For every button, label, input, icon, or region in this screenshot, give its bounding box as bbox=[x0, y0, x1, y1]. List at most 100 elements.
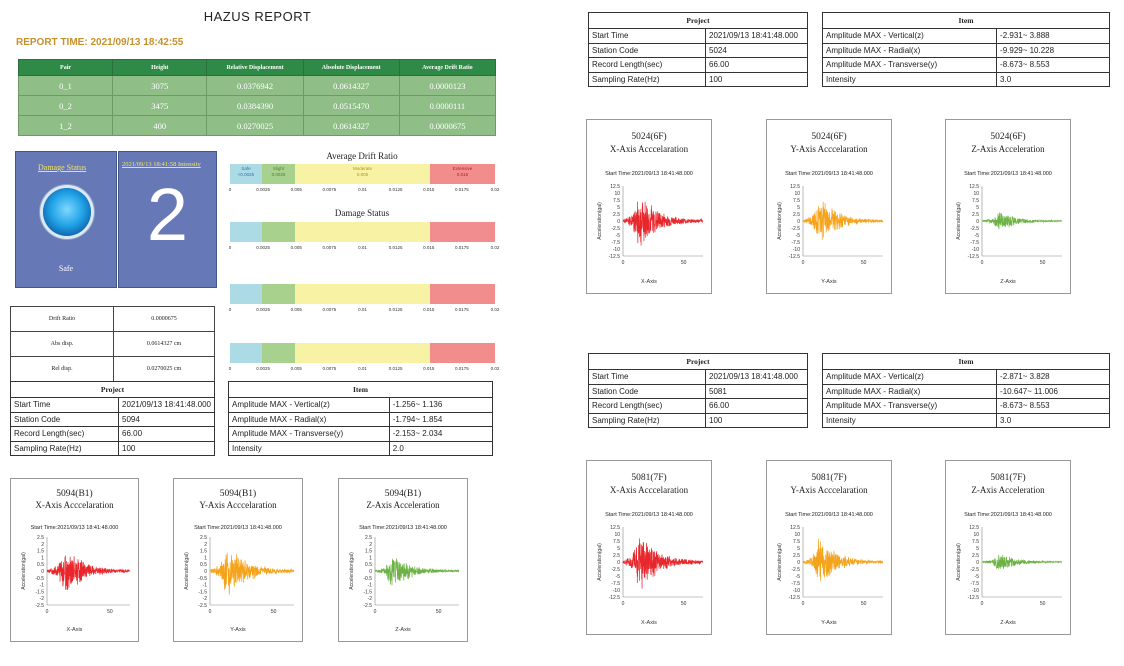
waveform-series bbox=[802, 201, 884, 240]
y-tick-label: -10 bbox=[793, 247, 800, 253]
drift-segment-extensive bbox=[430, 343, 495, 363]
project-field: Start Time bbox=[588, 369, 706, 385]
y-tick-label: 10 bbox=[973, 191, 979, 197]
item-field: Amplitude MAX - Transverse(y) bbox=[821, 398, 998, 414]
y-tick-label: 12.5 bbox=[969, 184, 979, 190]
project-field: Record Length(sec) bbox=[588, 57, 706, 73]
x-tick-label: 50 bbox=[436, 609, 442, 615]
intensity-panel: 2021/09/13 18:41:58 Intensity 2 bbox=[118, 151, 217, 288]
item-value: -1.794~ 1.854 bbox=[388, 411, 494, 427]
table-row: Start Time 2021/09/13 18:41:48.000 bbox=[9, 397, 215, 413]
chart-subtitle: Z-Axis Acceleration bbox=[366, 500, 440, 510]
drift-bar bbox=[230, 222, 495, 242]
drift-tick-label: 0.01 bbox=[358, 245, 367, 250]
chart-title: 5024(6F) bbox=[990, 131, 1025, 142]
project-field: Record Length(sec) bbox=[9, 426, 120, 442]
item-value: -1.256~ 1.136 bbox=[388, 397, 494, 413]
item-value: 3.0 bbox=[996, 412, 1110, 428]
item-value: 3.0 bbox=[996, 71, 1110, 87]
item-field: Amplitude MAX - Radial(x) bbox=[228, 411, 390, 427]
table-row: Start Time 2021/09/13 18:41:48.000 bbox=[588, 369, 808, 385]
y-tick-label: -1 bbox=[368, 583, 373, 589]
cell: 0_1 bbox=[17, 75, 114, 96]
drift-segment-safe: Safe <0.0025 bbox=[230, 164, 262, 184]
y-tick-label: 1 bbox=[41, 555, 44, 561]
y-tick-label: 10 bbox=[794, 532, 800, 538]
drift-segment-moderate bbox=[295, 222, 430, 242]
y-tick-label: 2 bbox=[204, 542, 207, 548]
y-tick-label: -1.5 bbox=[198, 589, 207, 595]
y-tick-label: -2 bbox=[368, 596, 373, 602]
x-tick-label: 50 bbox=[681, 601, 687, 607]
table-row: Amplitude MAX - Radial(x) -1.794~ 1.854 bbox=[228, 411, 494, 427]
drift-tick-label: 0.0075 bbox=[322, 307, 337, 312]
item-header: Item bbox=[822, 12, 1110, 29]
project-value: 66.00 bbox=[118, 426, 215, 442]
table-row: Record Length(sec) 66.00 bbox=[9, 426, 215, 442]
y-tick-label: 0 bbox=[369, 569, 372, 575]
item-value: 2.0 bbox=[388, 440, 494, 456]
chart-title: 5024(6F) bbox=[811, 131, 846, 142]
drift-segment-moderate bbox=[295, 343, 430, 363]
item-value: -2.871~ 3.828 bbox=[996, 369, 1110, 385]
item-field: Amplitude MAX - Vertical(z) bbox=[821, 369, 998, 385]
y-tick-label: -7.5 bbox=[611, 240, 620, 246]
drift-tick-label: 0 bbox=[228, 187, 232, 192]
chart-subtitle: Y-Axis Acccelaration bbox=[790, 144, 868, 154]
y-axis-label: Acceleration(gal) bbox=[777, 543, 783, 581]
y-tick-label: -1 bbox=[40, 583, 45, 589]
chart-subtitle: Z-Axis Acceleration bbox=[971, 144, 1045, 154]
y-axis-label: Acceleration(gal) bbox=[956, 202, 962, 240]
item-field: Intensity bbox=[228, 440, 390, 456]
project-field: Record Length(sec) bbox=[588, 398, 706, 414]
table-row: Station Code 5024 bbox=[588, 42, 808, 58]
table-row: Sampling Rate(Hz) 100 bbox=[588, 412, 808, 428]
item-table: Item Amplitude MAX - Vertical(z) -2.931~ 3… bbox=[821, 12, 1110, 87]
info-value: 0.0270025 cm bbox=[113, 356, 215, 382]
x-tick-label: 0 bbox=[209, 609, 212, 615]
project-field: Station Code bbox=[588, 383, 706, 399]
x-axis-label: Z-Axis bbox=[395, 627, 411, 633]
project-header: Project bbox=[10, 381, 215, 398]
y-tick-label: 0 bbox=[797, 560, 800, 566]
cell: 0.0000123 bbox=[398, 75, 497, 96]
y-tick-label: 0 bbox=[976, 219, 979, 225]
y-tick-label: 0 bbox=[204, 569, 207, 575]
x-tick-label: 0 bbox=[981, 601, 984, 607]
drift-bar bbox=[230, 343, 495, 363]
col-average-drift-ratio: Average Drift Ratio bbox=[398, 59, 497, 76]
y-tick-label: 5 bbox=[797, 546, 800, 552]
chart-subtitle: X-Axis Acccelaration bbox=[610, 144, 689, 154]
table-row: Drift Ratio 0.0000675 bbox=[10, 306, 215, 332]
y-tick-label: 7.5 bbox=[793, 539, 800, 545]
x-axis-label: Y-Axis bbox=[821, 279, 837, 285]
chart-start-time: Start Time:2021/09/13 18:41:48.000 bbox=[964, 512, 1052, 518]
drift-tick-label: 0.0175 bbox=[454, 245, 469, 250]
y-tick-label: -7.5 bbox=[791, 581, 800, 587]
project-field: Sampling Rate(Hz) bbox=[588, 71, 706, 87]
item-header-row: Item bbox=[822, 12, 1110, 29]
item-field: Amplitude MAX - Transverse(y) bbox=[821, 57, 998, 73]
chart-start-time: Start Time:2021/09/13 18:41:48.000 bbox=[605, 171, 693, 177]
item-value: -2.931~ 3.888 bbox=[996, 28, 1110, 44]
x-tick-label: 50 bbox=[1040, 601, 1046, 607]
drift-tick-label: 0 bbox=[228, 245, 232, 250]
y-tick-label: 2 bbox=[41, 542, 44, 548]
cell: 0_2 bbox=[17, 95, 114, 116]
item-field: Amplitude MAX - Transverse(y) bbox=[228, 426, 390, 442]
cell: 0.0614327 bbox=[302, 75, 400, 96]
chart-subtitle: Y-Axis Acccelaration bbox=[790, 485, 868, 495]
cell: 3475 bbox=[112, 95, 208, 116]
acceleration-chart-card: 5024(6F) Z-Axis Acceleration Start Time:20… bbox=[945, 119, 1071, 294]
y-tick-label: -12.5 bbox=[968, 595, 980, 601]
table-row: Record Length(sec) 66.00 bbox=[588, 398, 808, 414]
y-tick-label: 0.5 bbox=[37, 562, 44, 568]
table-row: Amplitude MAX - Transverse(y) -8.673~ 8.5… bbox=[821, 398, 1110, 414]
item-field: Amplitude MAX - Radial(x) bbox=[821, 42, 998, 58]
project-field: Start Time bbox=[588, 28, 706, 44]
table-row: Amplitude MAX - Vertical(z) -2.871~ 3.828 bbox=[821, 369, 1110, 385]
table-row: Amplitude MAX - Vertical(z) -1.256~ 1.136 bbox=[228, 397, 494, 413]
cell: 0.0270025 bbox=[206, 115, 304, 136]
y-tick-label: -12.5 bbox=[789, 595, 801, 601]
acceleration-chart: 5081(7F) Z-Axis Acceleration Start Time:20… bbox=[956, 472, 1063, 626]
